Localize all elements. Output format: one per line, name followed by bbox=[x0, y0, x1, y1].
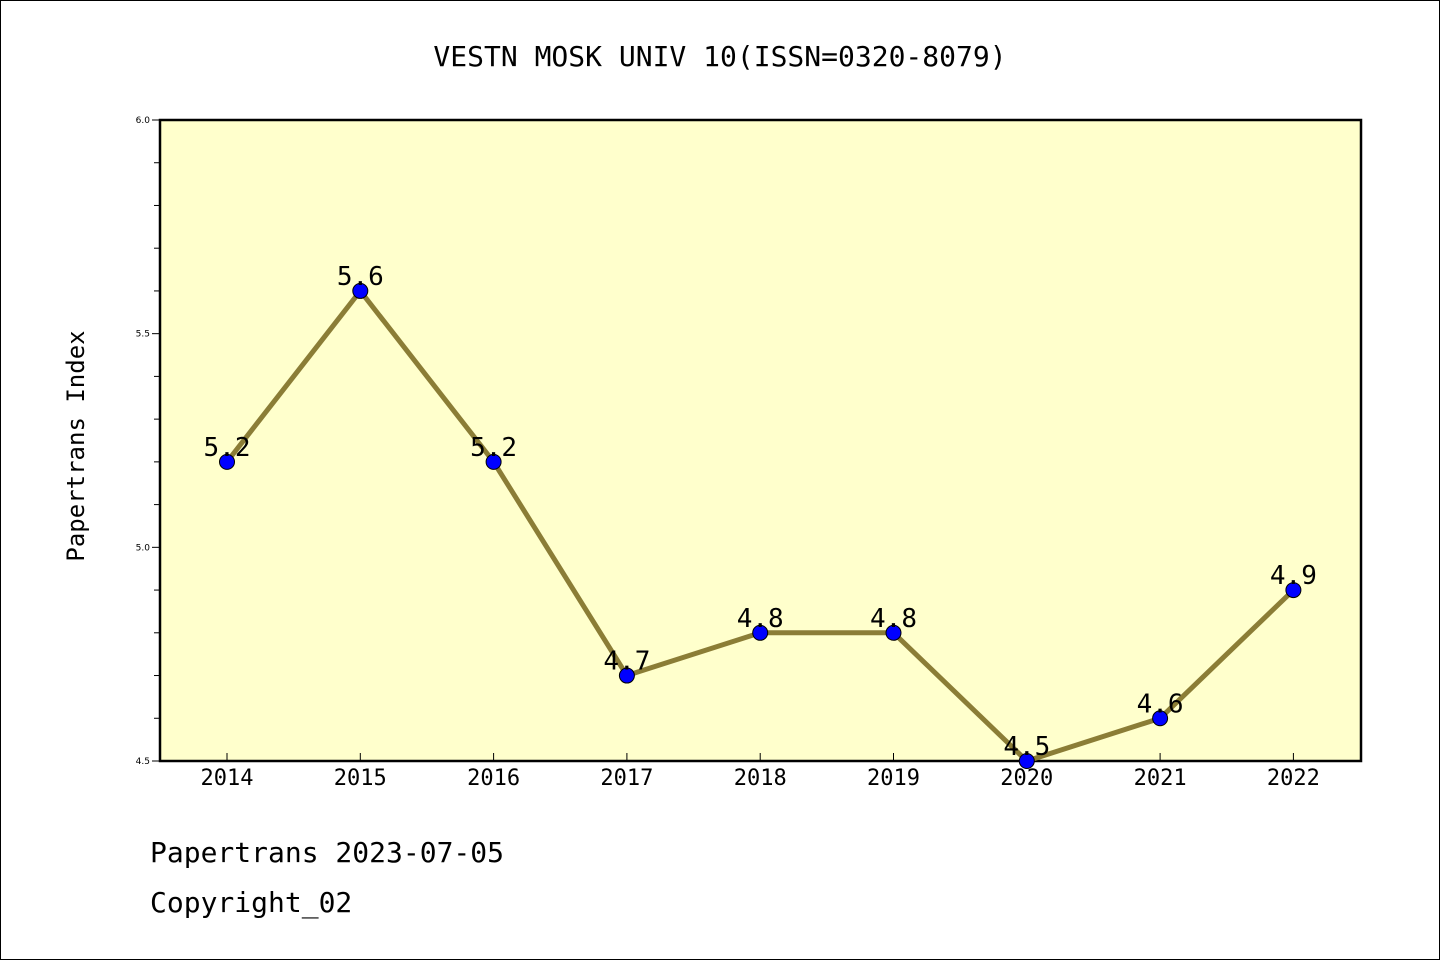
plot-area bbox=[158, 118, 1363, 763]
data-label: 5.2 bbox=[470, 433, 517, 463]
data-label: 4.5 bbox=[1003, 732, 1050, 762]
data-label: 4.9 bbox=[1270, 561, 1317, 591]
data-point bbox=[485, 453, 502, 470]
y-tick-label: 6.0 bbox=[136, 116, 151, 126]
data-point bbox=[1152, 710, 1169, 727]
x-axis-ticks: 2014 2015 2016 2017 2018 2019 2020 2021 2022 bbox=[201, 753, 1320, 791]
y-tick-label: 5.5 bbox=[136, 330, 150, 340]
data-point bbox=[352, 282, 369, 299]
data-point bbox=[618, 667, 635, 684]
x-tick-label: 2021 bbox=[1134, 766, 1187, 791]
data-labels: 5.2 5.6 5.2 4.7 4.8 4.8 4.5 4.6 4.9 bbox=[204, 262, 1317, 762]
data-label: 5.2 bbox=[204, 433, 251, 463]
y-axis-label: Papertrans Index bbox=[62, 330, 90, 561]
x-tick-label: 2018 bbox=[734, 766, 787, 791]
x-tick-label: 2022 bbox=[1267, 766, 1320, 791]
x-tick-label: 2019 bbox=[867, 766, 920, 791]
x-tick-label: 2017 bbox=[600, 766, 653, 791]
y-axis-ticks: 4.5 5.0 5.5 6.0 bbox=[136, 116, 160, 767]
data-label: 4.6 bbox=[1137, 689, 1184, 719]
data-point bbox=[1018, 753, 1035, 769]
data-label: 4.8 bbox=[870, 604, 917, 634]
x-tick-label: 2016 bbox=[467, 766, 520, 791]
data-label: 5.6 bbox=[337, 262, 384, 292]
y-tick-label: 4.5 bbox=[136, 757, 150, 767]
data-label: 4.8 bbox=[737, 604, 784, 634]
data-point bbox=[752, 624, 769, 641]
x-tick-label: 2014 bbox=[201, 766, 254, 791]
footer-copyright: Copyright_02 bbox=[150, 886, 353, 919]
footer-date: Papertrans 2023-07-05 bbox=[150, 836, 505, 869]
data-label: 4.7 bbox=[603, 647, 650, 677]
data-point bbox=[219, 453, 235, 470]
x-tick-label: 2020 bbox=[1000, 766, 1053, 791]
data-point bbox=[885, 624, 902, 641]
chart-title: VESTN MOSK UNIV 10(ISSN=0320-8079) bbox=[433, 40, 1006, 73]
data-markers bbox=[219, 282, 1302, 769]
y-tick-label: 5.0 bbox=[136, 543, 151, 553]
data-point bbox=[1285, 582, 1302, 599]
x-tick-label: 2015 bbox=[334, 766, 387, 791]
